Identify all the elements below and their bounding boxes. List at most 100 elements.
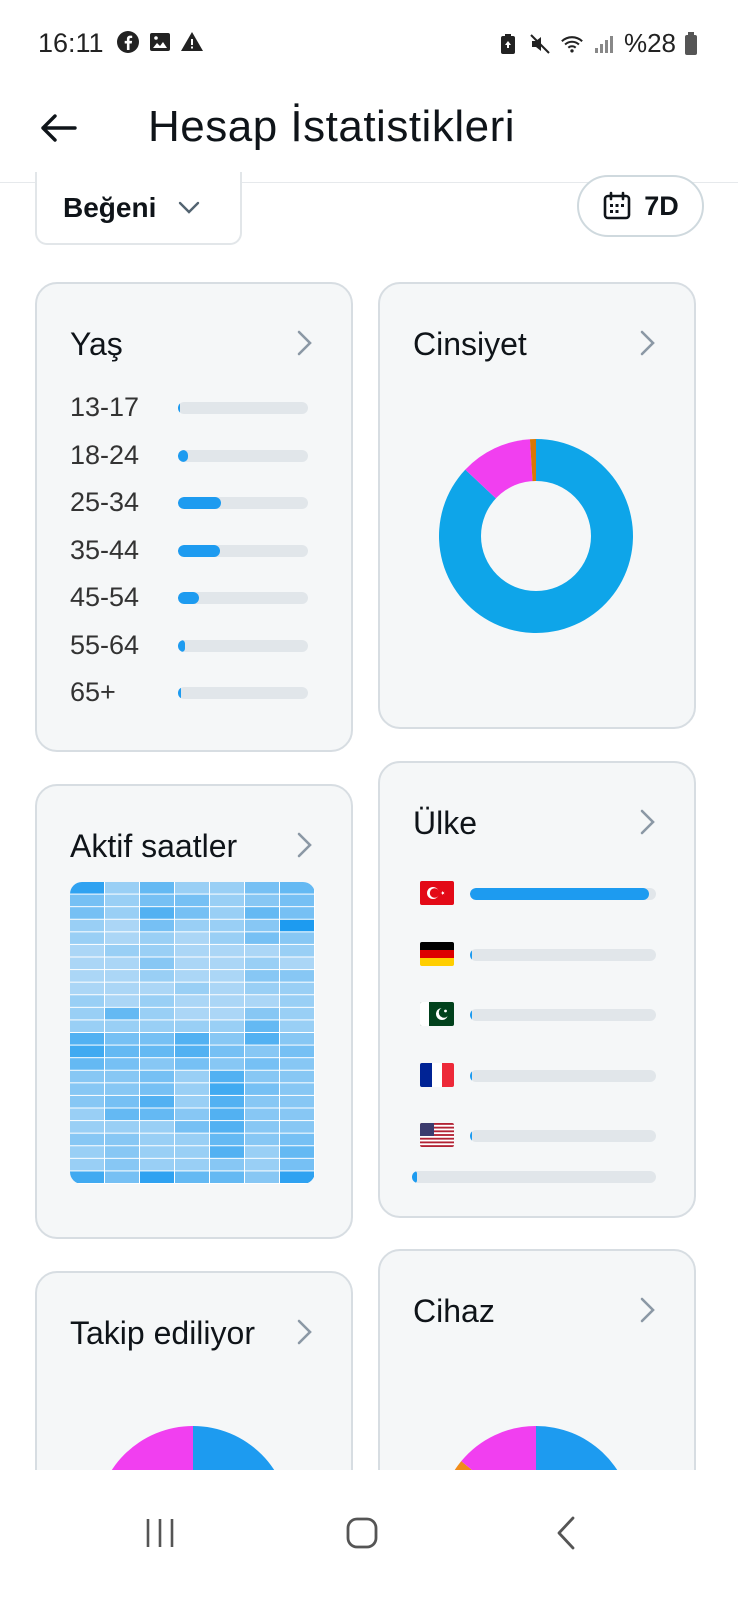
age-bar-fill bbox=[178, 449, 189, 462]
country-bar-fill bbox=[470, 1009, 472, 1021]
heatmap-cell bbox=[70, 1058, 104, 1070]
country-bar-fill bbox=[470, 1130, 472, 1142]
heatmap-cell bbox=[175, 1020, 209, 1032]
home-button[interactable] bbox=[332, 1508, 392, 1558]
heatmap-cell bbox=[70, 932, 104, 944]
heatmap-cell bbox=[70, 1045, 104, 1058]
heatmap-cell bbox=[175, 1045, 209, 1058]
heatmap-cell bbox=[140, 1083, 174, 1095]
date-range-button[interactable]: 7D bbox=[577, 175, 704, 237]
heatmap-cell bbox=[70, 1146, 104, 1158]
country-bar-fill bbox=[470, 888, 649, 900]
heatmap-cell bbox=[175, 957, 209, 970]
heatmap-cell bbox=[210, 1083, 244, 1095]
heatmap-cell bbox=[105, 1095, 139, 1108]
gender-card[interactable]: Cinsiyet bbox=[378, 282, 696, 729]
age-label: 65+ bbox=[70, 677, 116, 707]
heatmap-cell bbox=[280, 1033, 314, 1045]
chevron-right-icon bbox=[297, 832, 312, 858]
status-right-icons: %28 bbox=[496, 28, 698, 59]
heatmap-cell bbox=[210, 1121, 244, 1133]
heatmap-cell bbox=[140, 1058, 174, 1070]
heatmap-cell bbox=[245, 1070, 279, 1083]
heatmap-cell bbox=[105, 1070, 139, 1083]
recent-apps-button[interactable] bbox=[130, 1508, 190, 1558]
back-nav-button[interactable] bbox=[536, 1508, 596, 1558]
device-card-title: Cihaz bbox=[413, 1293, 495, 1329]
recent-apps-icon bbox=[146, 1519, 174, 1547]
back-button[interactable] bbox=[36, 106, 80, 150]
heatmap-cell bbox=[105, 932, 139, 944]
heatmap-cell bbox=[280, 944, 314, 957]
heatmap-cell bbox=[140, 919, 174, 932]
heatmap-cell bbox=[280, 1146, 314, 1158]
age-bar-track bbox=[178, 402, 308, 414]
age-bar-fill bbox=[178, 592, 199, 604]
metric-dropdown[interactable]: Beğeni bbox=[35, 172, 242, 245]
heatmap-cell bbox=[105, 1045, 139, 1058]
heatmap-cell bbox=[70, 982, 104, 995]
heatmap-cell bbox=[175, 1070, 209, 1083]
age-row: 18-24 bbox=[70, 440, 320, 470]
home-icon bbox=[346, 1517, 378, 1549]
heatmap-cell bbox=[105, 1033, 139, 1045]
heatmap-cell bbox=[140, 1007, 174, 1020]
heatmap-cell bbox=[70, 907, 104, 919]
chevron-right-icon bbox=[297, 330, 312, 356]
back-nav-icon bbox=[557, 1516, 575, 1550]
heatmap-cell bbox=[245, 1133, 279, 1146]
heatmap-cell bbox=[140, 1033, 174, 1045]
battery-saver-icon bbox=[500, 33, 515, 54]
heatmap-cell bbox=[280, 970, 314, 982]
heatmap-cell bbox=[105, 1058, 139, 1070]
age-label: 55-64 bbox=[70, 629, 140, 660]
heatmap-cell bbox=[70, 882, 104, 894]
heatmap-cell bbox=[105, 1133, 139, 1146]
heatmap-cell bbox=[175, 1095, 209, 1108]
facebook-icon bbox=[117, 31, 139, 53]
heatmap-cell bbox=[70, 1083, 104, 1095]
heatmap-cell bbox=[245, 1083, 279, 1095]
heatmap-cell bbox=[210, 1045, 244, 1058]
heatmap-cell bbox=[245, 1045, 279, 1058]
heatmap-cell bbox=[245, 907, 279, 919]
chevron-right-icon bbox=[640, 330, 655, 356]
country-row-other bbox=[412, 1164, 662, 1194]
active-hours-card[interactable]: Aktif saatler bbox=[35, 784, 353, 1239]
heatmap-cell bbox=[210, 1095, 244, 1108]
country-row bbox=[412, 1002, 662, 1032]
heatmap-cell bbox=[210, 1033, 244, 1045]
age-bar-track bbox=[178, 544, 308, 557]
country-card[interactable]: Ülke bbox=[378, 761, 696, 1218]
age-bar-track bbox=[178, 639, 308, 652]
age-label: 18-24 bbox=[70, 439, 140, 470]
heatmap-cell bbox=[280, 1108, 314, 1121]
chevron-right-icon bbox=[297, 1319, 312, 1345]
heatmap-cell bbox=[140, 1020, 174, 1032]
heatmap-cell bbox=[210, 1058, 244, 1070]
heatmap-cell bbox=[280, 1070, 314, 1083]
heatmap-cell bbox=[105, 957, 139, 970]
gender-card-title: Cinsiyet bbox=[413, 326, 527, 362]
heatmap-cell bbox=[175, 944, 209, 957]
heatmap-cell bbox=[245, 882, 279, 894]
heatmap-cell bbox=[70, 957, 104, 970]
heatmap-cell bbox=[245, 970, 279, 982]
heatmap-cell bbox=[175, 1146, 209, 1158]
heatmap-cell bbox=[140, 1146, 174, 1158]
heatmap-cell bbox=[245, 1146, 279, 1158]
heatmap-cell bbox=[140, 995, 174, 1007]
heatmap-cell bbox=[280, 932, 314, 944]
heatmap-cell bbox=[175, 907, 209, 919]
heatmap-cell bbox=[210, 995, 244, 1007]
heatmap-cell bbox=[140, 907, 174, 919]
heatmap-cell bbox=[280, 1158, 314, 1171]
system-nav-bar bbox=[0, 1470, 738, 1600]
age-card[interactable]: Yaş 13-17 18-24 25-34 35-44 45-54 55-64 65+ bbox=[35, 282, 353, 752]
heatmap-cell bbox=[175, 1007, 209, 1020]
country-row bbox=[412, 881, 662, 911]
status-left-icons bbox=[116, 30, 204, 54]
calendar-icon bbox=[603, 191, 631, 220]
heatmap-cell bbox=[280, 907, 314, 919]
heatmap-cell bbox=[140, 1070, 174, 1083]
